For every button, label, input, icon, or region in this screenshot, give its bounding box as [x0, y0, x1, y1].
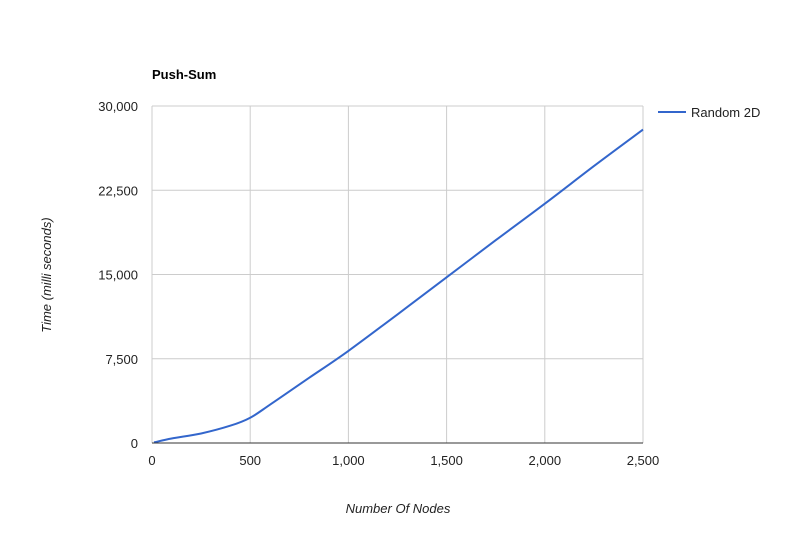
y-axis-title: Time (milli seconds) — [39, 217, 54, 332]
x-axis-ticks: 0 500 1,000 1,500 2,000 2,500 — [148, 453, 659, 468]
y-tick-label: 15,000 — [98, 268, 138, 283]
chart-title: Push-Sum — [152, 67, 216, 82]
y-tick-label: 7,500 — [105, 352, 138, 367]
y-tick-label: 30,000 — [98, 99, 138, 114]
grid — [151, 105, 644, 444]
x-tick-label: 2,500 — [627, 453, 660, 468]
x-tick-label: 1,000 — [332, 453, 365, 468]
x-axis-title: Number Of Nodes — [346, 501, 451, 516]
series-layer — [153, 128, 644, 444]
x-tick-label: 1,500 — [430, 453, 463, 468]
x-tick-label: 0 — [148, 453, 155, 468]
x-tick-label: 2,000 — [529, 453, 562, 468]
y-tick-label: 0 — [131, 436, 138, 451]
series-line-random-2d — [153, 128, 644, 444]
x-tick-label: 500 — [239, 453, 261, 468]
legend-label-random-2d: Random 2D — [691, 105, 760, 120]
y-axis-ticks: 0 7,500 15,000 22,500 30,000 — [98, 99, 138, 451]
legend: Random 2D — [658, 105, 760, 120]
y-tick-label: 22,500 — [98, 183, 138, 198]
